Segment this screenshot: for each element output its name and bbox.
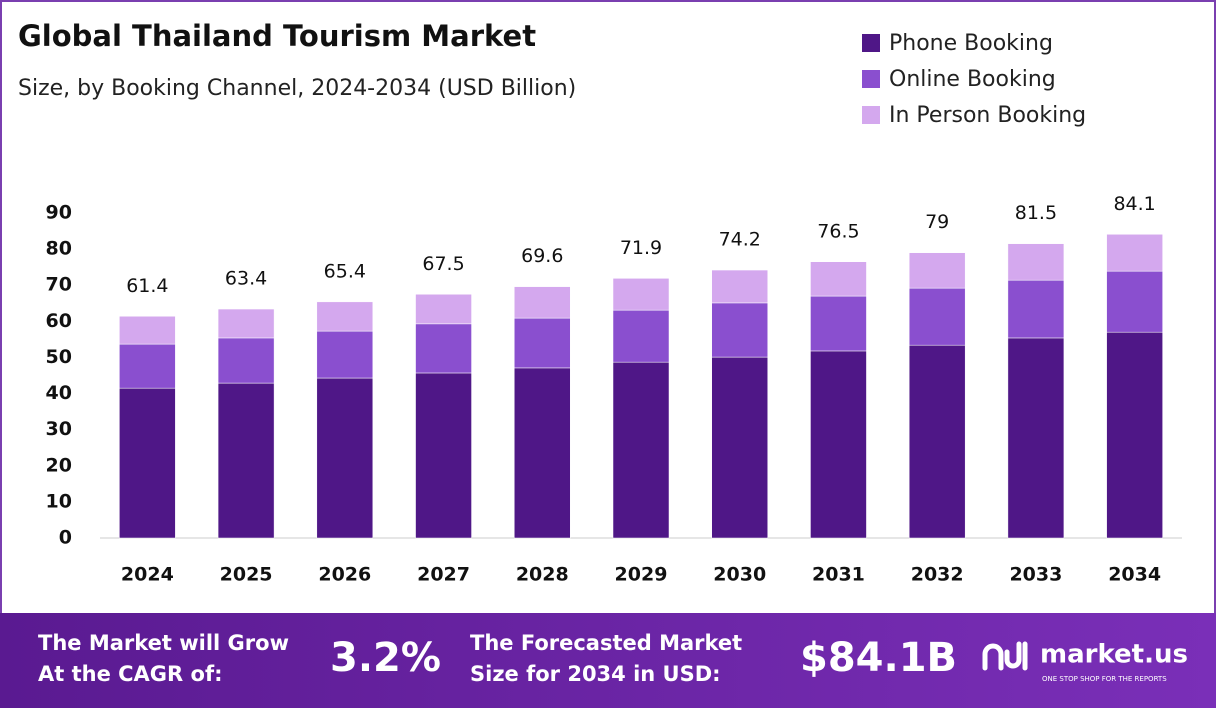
bar-segment xyxy=(119,316,176,345)
x-tick-label: 2026 xyxy=(318,564,371,586)
y-tick-label: 90 xyxy=(46,202,72,224)
total-label: 79 xyxy=(925,211,949,233)
brand-logo xyxy=(982,641,1028,671)
y-tick-label: 40 xyxy=(46,382,72,404)
footer-text: Size for 2034 in USD: xyxy=(470,662,721,686)
bar-segment xyxy=(1106,270,1163,333)
x-tick-label: 2024 xyxy=(121,564,174,586)
total-label: 69.6 xyxy=(521,245,563,267)
bar-segment xyxy=(316,377,374,539)
x-tick-label: 2028 xyxy=(516,564,569,586)
bar-segment xyxy=(711,356,768,539)
total-label: 74.2 xyxy=(719,229,761,251)
x-tick-label: 2033 xyxy=(1009,564,1062,586)
bar-segment xyxy=(119,343,176,389)
x-tick-label: 2030 xyxy=(713,564,766,586)
y-tick-label: 80 xyxy=(46,238,72,260)
bar-segment xyxy=(612,278,670,311)
x-tick-label: 2034 xyxy=(1108,564,1161,586)
bar-segment xyxy=(1007,337,1065,539)
footer-text: At the CAGR of: xyxy=(38,662,223,686)
y-tick-label: 30 xyxy=(46,418,72,440)
total-label: 81.5 xyxy=(1015,202,1057,224)
bar-segment xyxy=(119,387,176,539)
bar-segment xyxy=(711,269,768,304)
bar-segment xyxy=(514,286,571,319)
chart-title: Global Thailand Tourism Market xyxy=(18,19,536,53)
bar-segment xyxy=(810,295,867,352)
bar-segment xyxy=(810,350,867,539)
legend-label: Online Booking xyxy=(889,67,1056,92)
bar-segment xyxy=(810,261,867,297)
total-label: 63.4 xyxy=(225,268,267,290)
bar-segment xyxy=(316,330,374,379)
bar-segment xyxy=(908,287,966,346)
x-tick-label: 2027 xyxy=(417,564,470,586)
bar-segment xyxy=(908,252,966,289)
y-tick-label: 0 xyxy=(59,527,72,549)
bar-segment xyxy=(415,323,472,374)
bar-segment xyxy=(217,308,275,339)
tagline: ONE STOP SHOP FOR THE REPORTS xyxy=(1042,675,1167,683)
x-tick-label: 2025 xyxy=(220,564,273,586)
total-label: 65.4 xyxy=(324,260,366,282)
total-label: 76.5 xyxy=(817,220,859,242)
total-label: 61.4 xyxy=(126,275,168,297)
bar-segment xyxy=(908,344,966,539)
bar-segment xyxy=(1007,243,1065,281)
brand: market.us xyxy=(1040,640,1188,670)
legend-swatch xyxy=(862,70,880,88)
y-tick-label: 70 xyxy=(46,274,72,296)
cagr-value: 3.2% xyxy=(330,635,441,681)
y-tick-label: 60 xyxy=(46,310,72,332)
bar-segment xyxy=(711,302,768,358)
total-label: 67.5 xyxy=(422,253,464,275)
total-label: 71.9 xyxy=(620,237,662,259)
legend-label: In Person Booking xyxy=(889,103,1086,128)
x-tick-label: 2031 xyxy=(812,564,865,586)
y-tick-label: 10 xyxy=(46,490,72,512)
legend-swatch xyxy=(862,34,880,52)
bar-segment xyxy=(514,367,571,539)
chart-subtitle: Size, by Booking Channel, 2024-2034 (USD… xyxy=(18,76,576,101)
bar-segment xyxy=(217,337,275,384)
x-tick-label: 2029 xyxy=(615,564,668,586)
x-tick-label: 2032 xyxy=(911,564,964,586)
bar-segment xyxy=(612,361,670,539)
bar-segment xyxy=(316,301,374,332)
y-tick-label: 20 xyxy=(46,454,72,476)
footer-text: The Forecasted Market xyxy=(470,631,742,655)
bar-segment xyxy=(1007,279,1065,339)
bar-segment xyxy=(514,317,571,369)
legend-swatch xyxy=(862,106,880,124)
bar-segment xyxy=(415,294,472,325)
forecast-value: $84.1B xyxy=(800,635,957,681)
y-tick-label: 50 xyxy=(46,346,72,368)
legend-label: Phone Booking xyxy=(889,31,1053,56)
bar-segment xyxy=(217,382,275,539)
footer-text: The Market will Grow xyxy=(38,631,289,655)
total-label: 84.1 xyxy=(1113,193,1155,215)
bar-segment xyxy=(1106,331,1163,539)
bar-segment xyxy=(612,309,670,363)
bar-segment xyxy=(1106,234,1163,272)
footer-band xyxy=(0,613,1216,708)
bar-segment xyxy=(415,372,472,539)
